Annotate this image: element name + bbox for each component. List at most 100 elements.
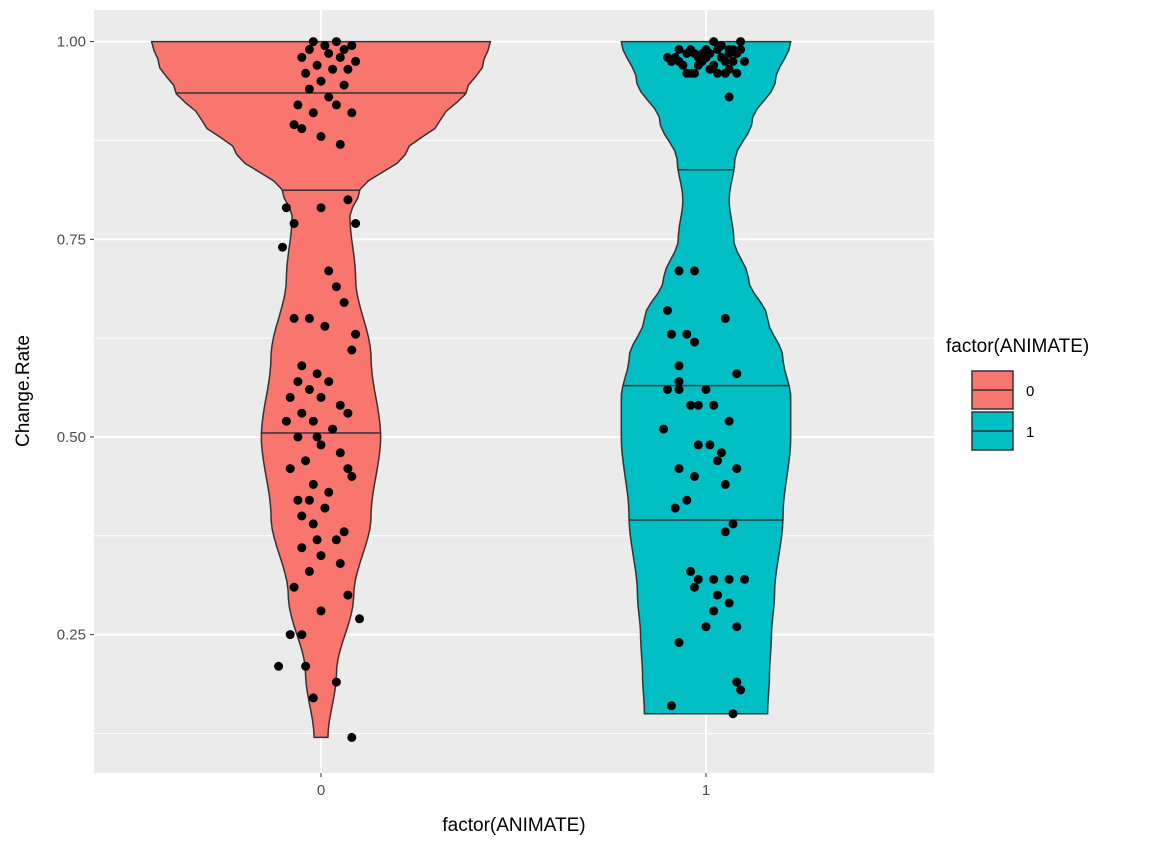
data-point-0 — [289, 120, 299, 130]
data-point-1 — [674, 361, 684, 371]
data-point-1 — [690, 266, 699, 276]
data-point-0 — [351, 56, 361, 66]
data-point-1 — [728, 519, 738, 529]
data-point-1 — [732, 622, 742, 632]
data-point-1 — [736, 685, 746, 695]
data-point-1 — [724, 416, 734, 426]
y-tick-label: 0.75 — [57, 231, 86, 248]
data-point-1 — [666, 701, 676, 711]
data-point-0 — [324, 92, 334, 102]
data-point-0 — [301, 661, 311, 671]
jitter-points — [274, 37, 749, 742]
data-point-0 — [316, 551, 326, 561]
data-point-0 — [312, 60, 322, 70]
data-point-0 — [281, 416, 291, 426]
data-point-0 — [308, 519, 318, 529]
data-point-0 — [304, 495, 314, 505]
data-point-1 — [713, 456, 722, 466]
data-point-1 — [724, 574, 734, 584]
data-point-1 — [686, 566, 696, 576]
data-point-0 — [320, 321, 330, 331]
data-point-0 — [324, 377, 334, 387]
y-tick-label: 0.50 — [57, 429, 86, 446]
data-point-1 — [701, 622, 711, 632]
data-point-0 — [351, 219, 361, 228]
data-point-0 — [289, 582, 299, 592]
data-point-0 — [285, 392, 295, 402]
data-point-0 — [312, 535, 322, 545]
data-point-0 — [343, 195, 353, 205]
data-point-0 — [331, 282, 341, 292]
violin-0 — [150, 40, 492, 739]
data-point-0 — [297, 511, 307, 521]
data-point-1 — [682, 329, 692, 339]
data-point-0 — [331, 677, 341, 687]
data-point-0 — [274, 661, 284, 671]
legend-label-0: 0 — [1026, 383, 1034, 400]
data-point-0 — [316, 132, 326, 141]
data-point-1 — [713, 590, 722, 600]
data-point-0 — [355, 614, 364, 624]
data-point-0 — [285, 464, 295, 474]
data-point-0 — [297, 52, 307, 62]
data-point-0 — [308, 37, 318, 47]
data-point-1 — [720, 313, 730, 323]
data-point-0 — [347, 732, 357, 742]
data-point-0 — [316, 606, 326, 616]
data-point-0 — [347, 41, 357, 51]
data-point-0 — [293, 100, 303, 110]
data-point-1 — [666, 56, 676, 66]
data-point-0 — [324, 49, 334, 58]
data-point-1 — [693, 400, 703, 410]
data-point-1 — [674, 464, 684, 474]
data-point-0 — [304, 313, 314, 323]
data-point-0 — [293, 495, 303, 505]
data-point-0 — [324, 266, 334, 276]
data-point-1 — [682, 495, 692, 505]
data-point-1 — [666, 329, 676, 339]
data-point-0 — [312, 432, 322, 442]
data-point-1 — [724, 45, 734, 54]
data-point-0 — [297, 408, 307, 418]
data-point-0 — [297, 124, 307, 134]
data-point-0 — [339, 527, 349, 537]
data-point-1 — [740, 56, 749, 66]
data-point-0 — [331, 100, 341, 110]
data-point-0 — [289, 313, 299, 323]
data-point-0 — [304, 566, 314, 576]
data-point-0 — [278, 242, 287, 252]
data-point-0 — [285, 630, 295, 640]
data-point-1 — [674, 377, 684, 387]
data-point-0 — [320, 503, 330, 513]
data-point-0 — [339, 298, 349, 307]
data-point-1 — [732, 677, 742, 687]
data-point-0 — [331, 37, 341, 47]
data-point-0 — [316, 203, 326, 213]
data-point-1 — [690, 472, 699, 481]
data-point-1 — [686, 68, 696, 78]
data-point-1 — [663, 306, 672, 315]
data-point-0 — [347, 472, 357, 481]
data-point-0 — [308, 108, 318, 118]
data-point-1 — [736, 45, 746, 54]
data-point-0 — [316, 76, 326, 86]
data-point-0 — [328, 64, 338, 74]
data-point-1 — [663, 385, 672, 394]
data-point-1 — [724, 92, 734, 102]
data-point-1 — [728, 56, 738, 66]
data-point-1 — [728, 709, 738, 719]
data-point-0 — [304, 84, 314, 94]
data-point-0 — [308, 479, 318, 489]
data-point-0 — [343, 64, 353, 74]
data-point-0 — [293, 432, 303, 442]
data-point-0 — [324, 487, 334, 497]
legend-title: factor(ANIMATE) — [946, 336, 1089, 357]
data-point-0 — [343, 408, 353, 418]
data-point-1 — [740, 574, 749, 584]
data-point-0 — [335, 448, 345, 458]
data-point-0 — [297, 543, 307, 553]
data-point-1 — [693, 574, 703, 584]
data-point-0 — [304, 385, 314, 394]
x-tick-label: 0 — [317, 782, 325, 799]
data-point-0 — [304, 45, 314, 54]
